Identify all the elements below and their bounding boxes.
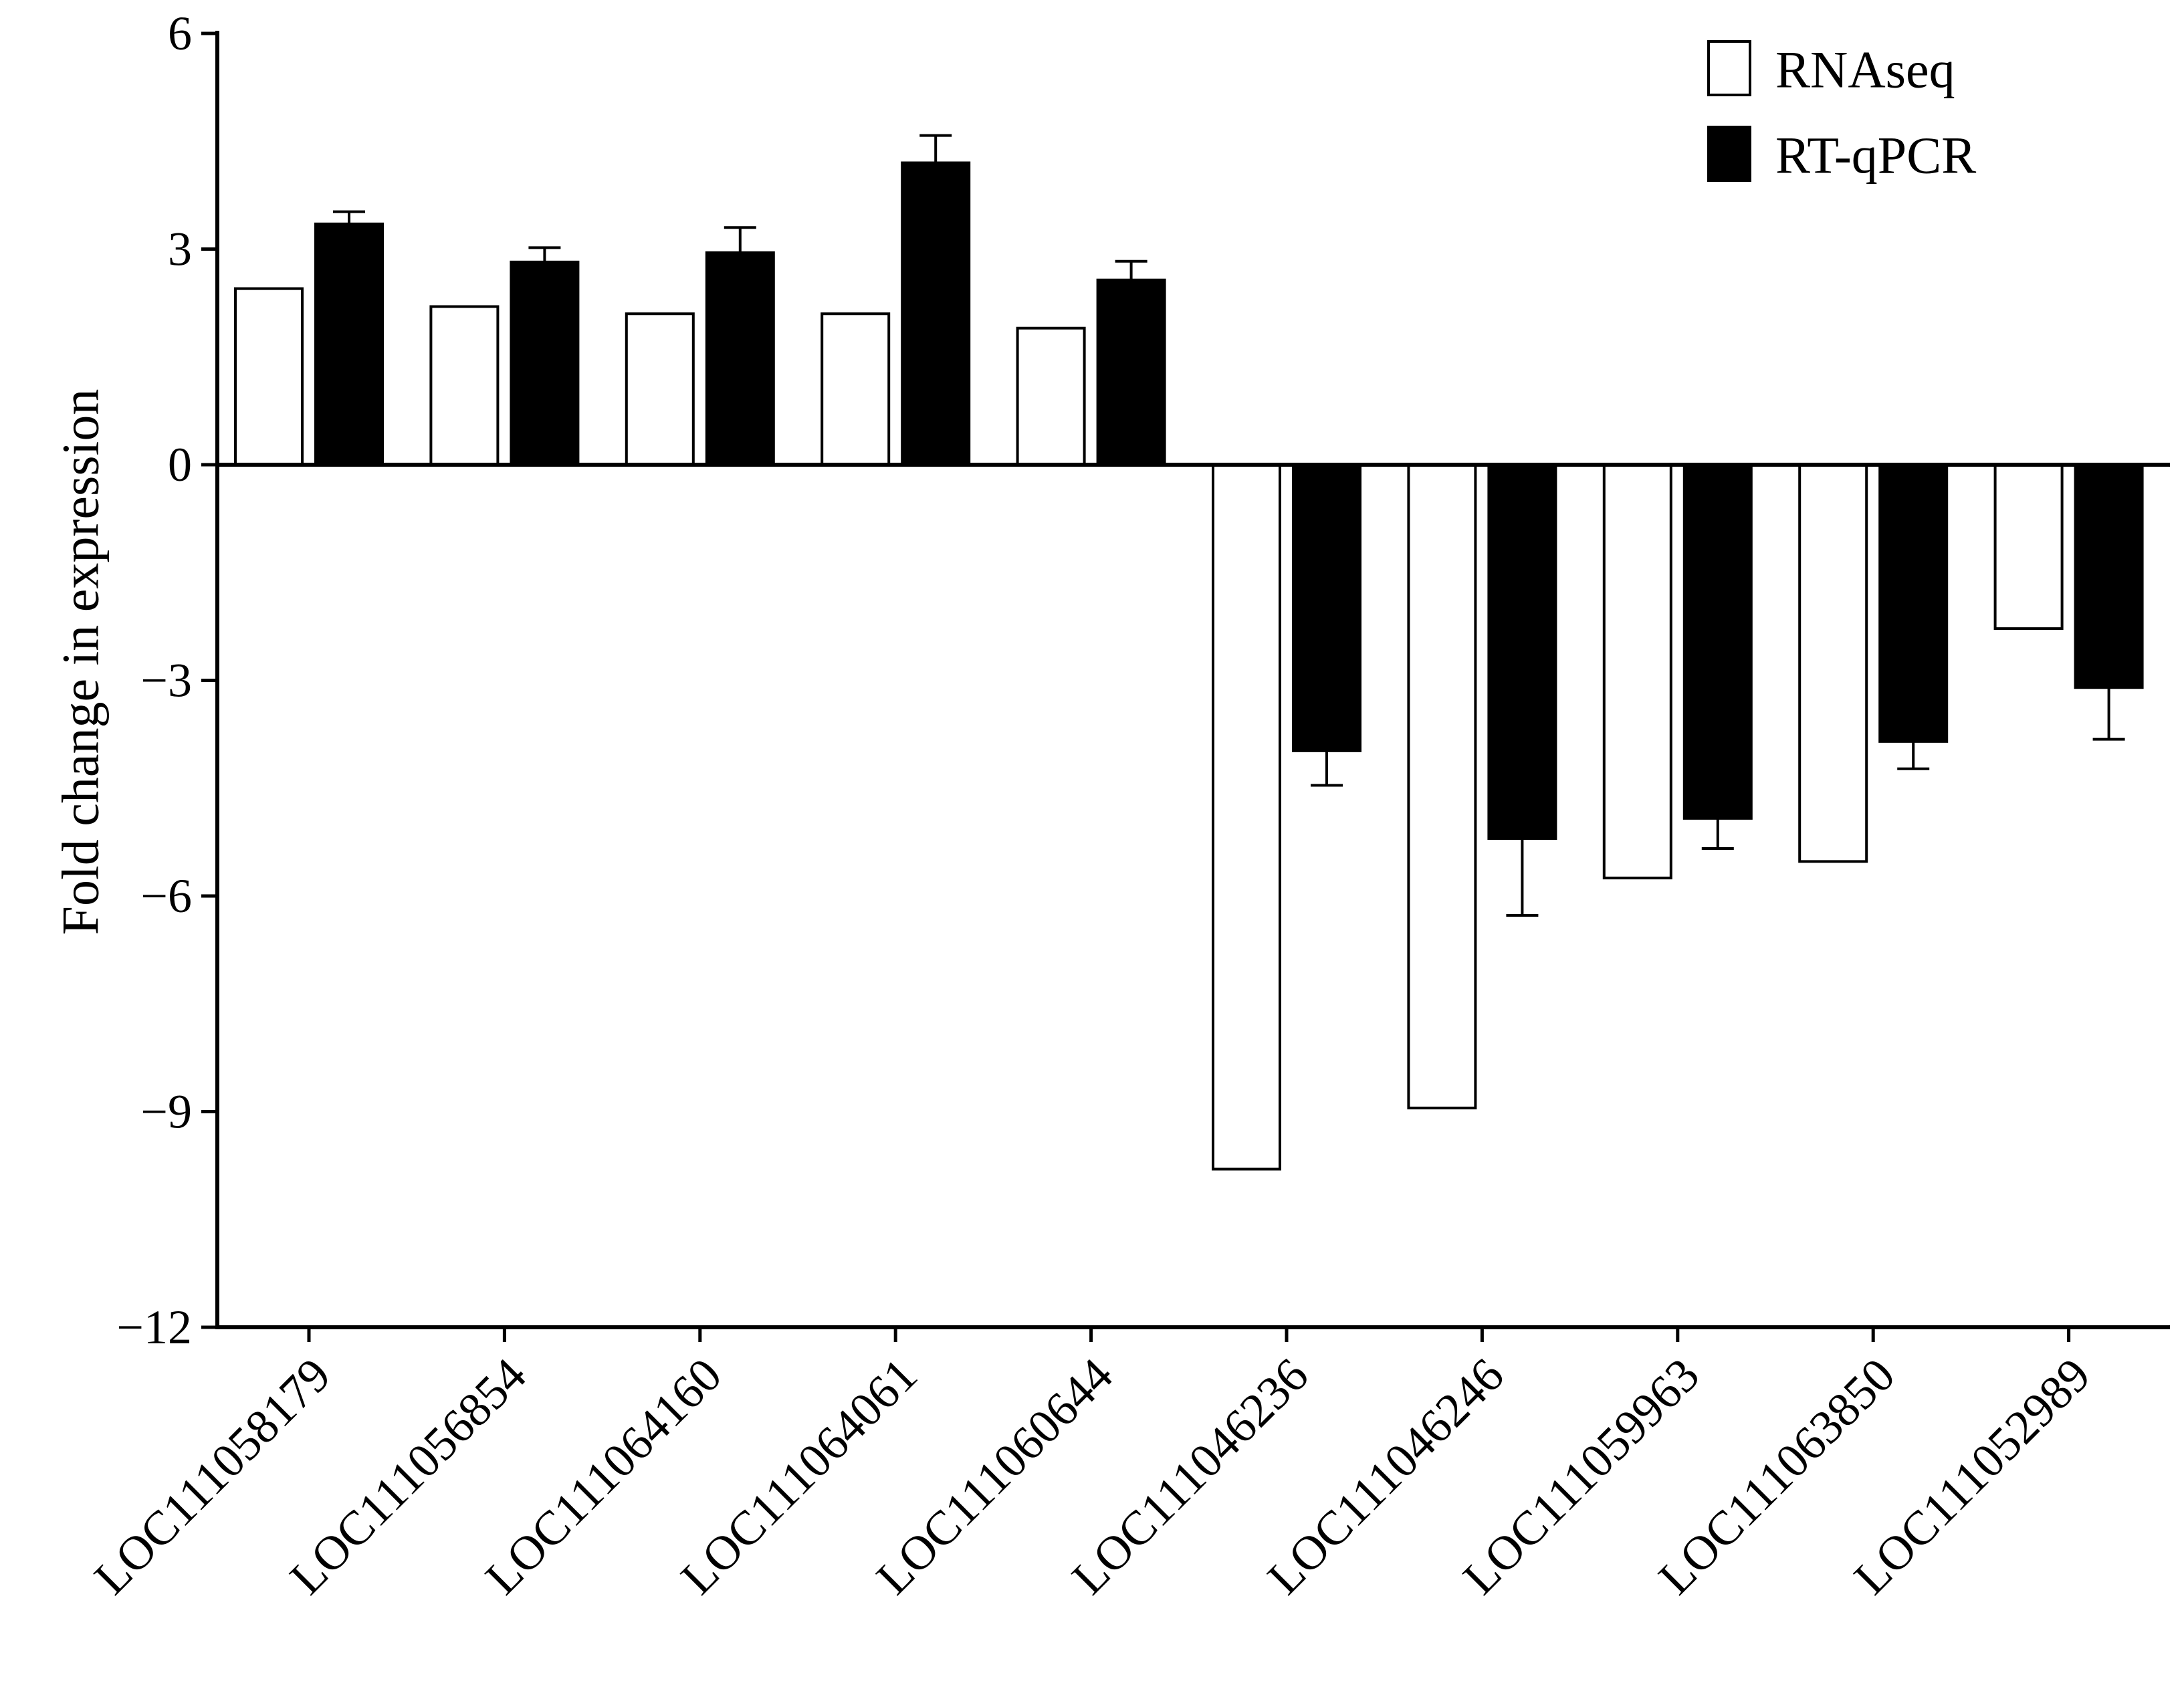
legend-label-rnaseq: RNAseq	[1775, 41, 1955, 99]
bar-rt-qpcr-loc111064160	[705, 251, 775, 466]
bars-layer	[234, 161, 2144, 1171]
bar-rt-qpcr-loc111064061	[901, 161, 971, 466]
bar-rnaseq-loc111060644	[1016, 326, 1086, 466]
y-tick-label-3: 3	[168, 223, 192, 276]
y-tick-label--9: −9	[140, 1085, 192, 1139]
legend-swatch-rnaseq	[1707, 40, 1751, 96]
bar-rnaseq-loc111046246	[1407, 463, 1477, 1110]
y-tick-label--3: −3	[140, 654, 192, 707]
bar-rnaseq-loc111059963	[1602, 463, 1672, 880]
y-tick-label-0: 0	[168, 438, 192, 491]
bar-rt-qpcr-loc111060644	[1096, 278, 1166, 466]
bar-rnaseq-loc111052989	[1993, 463, 2064, 631]
bar-rnaseq-loc111064160	[625, 312, 695, 466]
bar-rnaseq-loc111058179	[234, 287, 304, 466]
bar-rt-qpcr-loc111059963	[1682, 463, 1753, 820]
bar-rnaseq-loc111046236	[1212, 463, 1281, 1171]
error-bars-layer	[333, 134, 2125, 917]
bar-rt-qpcr-loc111046236	[1292, 463, 1361, 752]
bar-rt-qpcr-loc111063850	[1878, 463, 1949, 743]
axes-layer	[201, 31, 2170, 1342]
legend-label-rt-qpcr: RT-qPCR	[1775, 126, 1976, 185]
legend: RNAseq RT-qPCR	[1707, 40, 1976, 185]
y-tick-label-6: 6	[168, 7, 192, 60]
legend-swatch-rt-qpcr	[1707, 126, 1751, 182]
y-tick-label--6: −6	[140, 869, 192, 923]
bar-rt-qpcr-loc111058179	[314, 222, 384, 466]
bar-rnaseq-loc111064061	[821, 312, 891, 466]
y-tick-label--12: −12	[116, 1301, 192, 1354]
bar-rt-qpcr-loc111052989	[2074, 463, 2144, 689]
y-axis-title: Fold change in expression	[51, 389, 110, 935]
bar-rt-qpcr-loc111046246	[1487, 463, 1557, 840]
bar-rnaseq-loc111063850	[1798, 463, 1868, 863]
bar-rnaseq-loc111056854	[429, 305, 500, 466]
bar-rt-qpcr-loc111056854	[510, 260, 580, 466]
